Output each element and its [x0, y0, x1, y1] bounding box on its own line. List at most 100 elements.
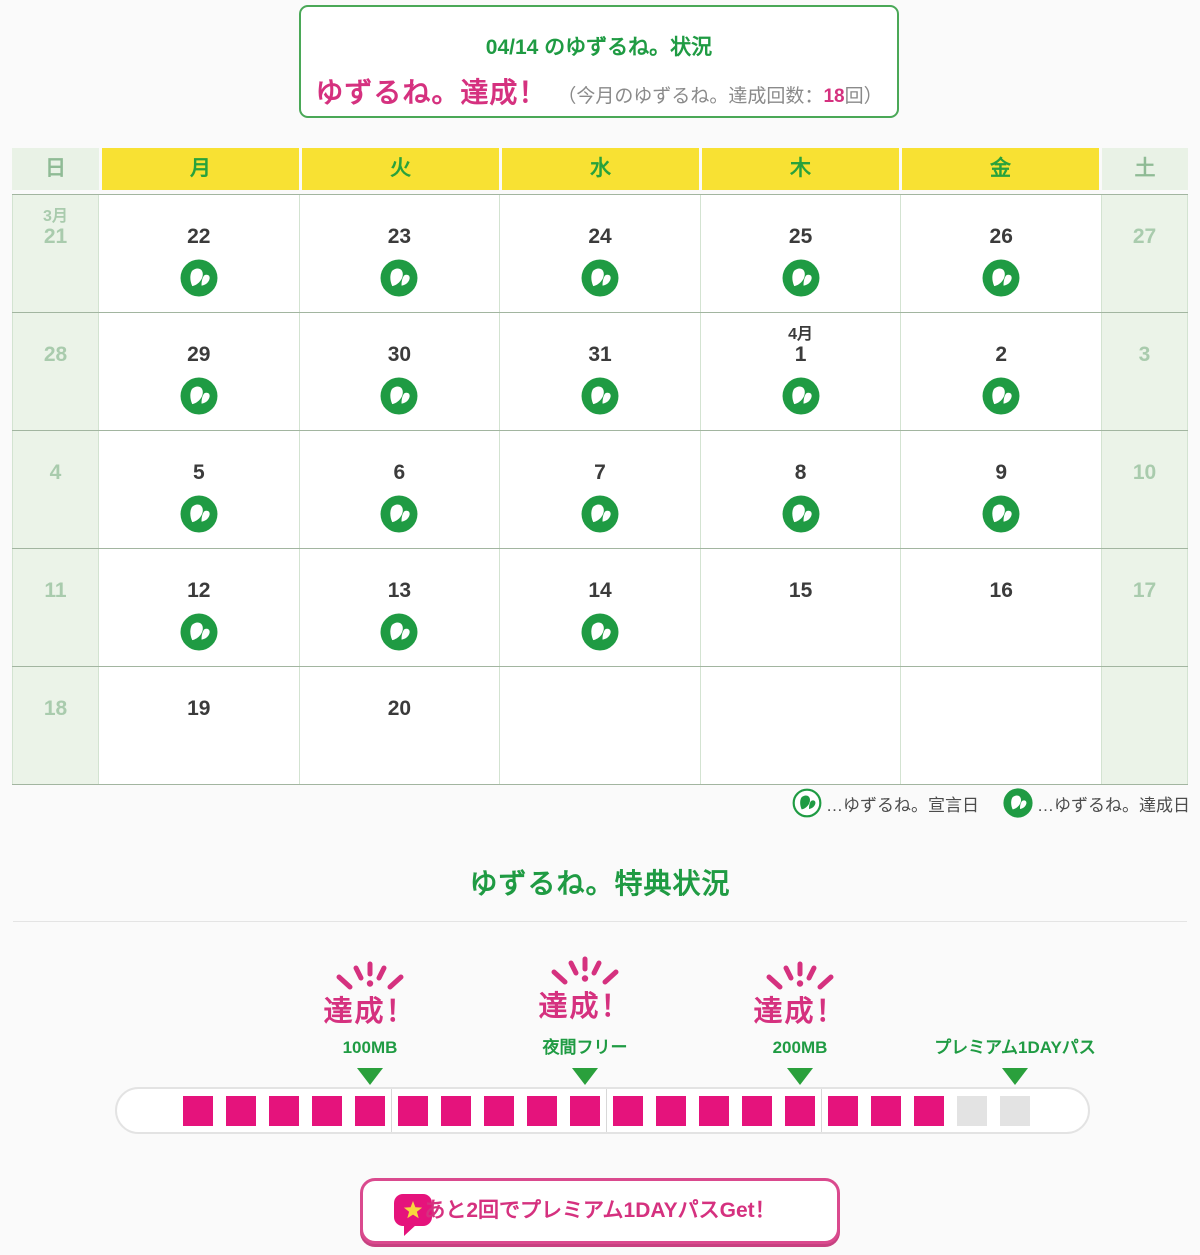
date-number: 19: [187, 697, 211, 720]
milestone-pointer-icon: [787, 1068, 813, 1085]
status-result-text: ゆずるね。達成！: [315, 77, 548, 108]
progress-square-15-filled: [785, 1095, 815, 1126]
date-number: 29: [187, 343, 211, 366]
day-cell-5: 5: [99, 431, 300, 548]
day-cell-26: 26: [901, 195, 1102, 312]
status-card: 04/14 のゆずるね。状況 ゆずるね。達成！ （今月のゆずるね。達成回数：18…: [299, 5, 899, 118]
day-header-3: 水: [502, 148, 699, 190]
legend-achieved-label: …ゆずるね。達成日: [1037, 795, 1190, 815]
sprout-achieved-icon: [581, 495, 619, 533]
milestone-2: 達成！ 夜間フリー: [475, 940, 695, 1085]
calendar-week-1: 3月 21 22 23 24 25 26 27: [12, 195, 1188, 313]
progress-square-1-filled: [183, 1095, 213, 1126]
date-number: 14: [588, 579, 612, 602]
day-cell-31: 31: [500, 313, 701, 430]
milestone-reward-label: 夜間フリー: [542, 1038, 628, 1057]
day-cell-29: 29: [99, 313, 300, 430]
sprout-achieved-icon: [180, 259, 218, 297]
calendar-body: 3月 21 22 23 24 25 26 27 28 29 30 31 4月 1 2 3 4 5 6 7 8 9 10 11 1…: [12, 194, 1188, 785]
date-number: 16: [989, 579, 1013, 602]
month-label: 3月: [43, 208, 68, 225]
legend-declared-label: …ゆずるね。宣言日: [826, 795, 979, 815]
section-divider: [13, 921, 1187, 922]
date-number: 20: [387, 697, 412, 720]
status-card-title: 04/14 のゆずるね。状況: [485, 36, 713, 59]
milestone-pointer-icon: [572, 1068, 598, 1085]
progress-group-2: [398, 1095, 600, 1126]
day-cell-18: 18: [12, 667, 99, 784]
progress-square-10-filled: [570, 1095, 600, 1126]
milestone-pointer-icon: [1002, 1068, 1028, 1085]
day-cell-15: 15: [700, 549, 902, 666]
date-number: 26: [989, 225, 1013, 248]
rewards-progress-bar: [115, 1087, 1090, 1134]
day-header-4: 木: [702, 148, 899, 190]
progress-square-4-filled: [312, 1095, 342, 1126]
month-label: 4月: [788, 326, 814, 343]
milestone-achieved-text: 達成！: [538, 991, 632, 1024]
legend-declared: …ゆずるね。宣言日: [792, 788, 979, 818]
date-number: 8: [794, 461, 807, 484]
sprout-outline-icon: [792, 788, 822, 818]
day-cell-empty: [500, 667, 701, 784]
date-number: 18: [43, 697, 68, 720]
day-cell-empty: [1102, 667, 1188, 784]
day-cell-empty: [901, 667, 1102, 784]
date-number: 11: [44, 579, 67, 602]
day-header-1: 月: [102, 148, 299, 190]
progress-group-divider: [391, 1089, 392, 1132]
next-reward-text: あと2回でプレミアム1DAYパスGet！: [424, 1199, 776, 1222]
milestone-pointer-icon: [357, 1068, 383, 1085]
date-number: 5: [192, 461, 205, 484]
status-card-result-row: ゆずるね。達成！ （今月のゆずるね。達成回数：18回）: [301, 71, 897, 111]
day-cell-23: 23: [299, 195, 501, 312]
date-number: 23: [387, 225, 412, 248]
day-header-0: 日: [12, 148, 99, 190]
day-cell-22: 22: [99, 195, 300, 312]
milestone-reward-label: 200MB: [772, 1038, 828, 1057]
progress-group-4: [828, 1095, 1030, 1126]
progress-square-5-filled: [355, 1095, 385, 1126]
day-cell-8: 8: [700, 431, 902, 548]
date-number: 31: [588, 343, 612, 366]
date-number: 15: [788, 579, 813, 602]
sprout-achieved-icon: [581, 613, 619, 651]
date-number: 4: [49, 461, 62, 484]
sprout-filled-icon: [1003, 788, 1033, 818]
date-number: 13: [387, 579, 412, 602]
sprout-achieved-icon: [180, 495, 218, 533]
calendar-week-2: 28 29 30 31 4月 1 2 3: [12, 313, 1188, 431]
date-number: 12: [187, 579, 211, 602]
sprout-achieved-icon: [180, 613, 218, 651]
day-cell-12: 12: [99, 549, 300, 666]
day-header-6: 土: [1102, 148, 1188, 190]
day-cell-27: 27: [1102, 195, 1188, 312]
day-cell-2: 2: [901, 313, 1102, 430]
day-cell-28: 28: [12, 313, 99, 430]
milestone-achieved-text: 達成！: [753, 996, 847, 1029]
milestone-achieved-text: 達成！: [323, 996, 417, 1029]
status-detail-text: （今月のゆずるね。達成回数：18回）: [557, 86, 883, 107]
sprout-achieved-icon: [982, 259, 1020, 297]
sprout-achieved-icon: [782, 377, 820, 415]
sprout-achieved-icon: [782, 495, 820, 533]
progress-square-9-filled: [527, 1095, 557, 1126]
calendar-header-row: 日月火水木金土: [12, 148, 1188, 190]
date-number: 28: [43, 343, 68, 366]
date-number: 27: [1132, 225, 1157, 248]
day-cell-16: 16: [901, 549, 1102, 666]
day-header-5: 金: [902, 148, 1099, 190]
day-cell-4: 4: [12, 431, 99, 548]
sprout-achieved-icon: [380, 495, 418, 533]
milestone-reward-label: プレミアム1DAYパス: [934, 1038, 1096, 1057]
next-reward-banner[interactable]: あと2回でプレミアム1DAYパスGet！: [360, 1178, 840, 1244]
date-number: 24: [588, 225, 612, 248]
calendar-week-4: 11 12 13 14 15 16 17: [12, 549, 1188, 667]
progress-square-8-filled: [484, 1095, 514, 1126]
day-cell-empty: [700, 667, 902, 784]
milestone-1: 達成！ 100MB: [260, 940, 480, 1085]
day-cell-30: 30: [299, 313, 501, 430]
progress-square-20-empty: [1000, 1095, 1030, 1126]
progress-square-2-filled: [226, 1095, 256, 1126]
day-cell-20: 20: [299, 667, 501, 784]
